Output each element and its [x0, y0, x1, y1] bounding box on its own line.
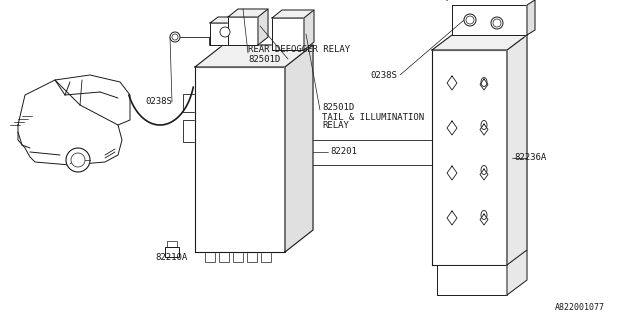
Circle shape	[493, 19, 501, 27]
Polygon shape	[228, 9, 268, 17]
Text: 0238S: 0238S	[145, 98, 172, 107]
Polygon shape	[195, 67, 285, 252]
Polygon shape	[507, 35, 527, 265]
Polygon shape	[228, 17, 258, 45]
Text: 82501D: 82501D	[248, 54, 280, 63]
Bar	[165, 247, 179, 257]
Polygon shape	[452, 5, 527, 35]
Polygon shape	[240, 17, 248, 45]
Text: 82210A: 82210A	[155, 252, 188, 261]
Bar	[203, 159, 231, 168]
Bar	[249, 45, 254, 50]
Polygon shape	[304, 10, 314, 50]
Bar	[219, 252, 229, 262]
Circle shape	[466, 16, 474, 24]
Bar	[247, 231, 275, 240]
Ellipse shape	[481, 211, 487, 220]
Bar	[183, 94, 195, 112]
Polygon shape	[285, 45, 313, 252]
Bar	[233, 45, 238, 50]
Polygon shape	[18, 75, 130, 165]
Bar	[241, 45, 246, 50]
Bar	[247, 252, 257, 262]
Bar	[203, 195, 231, 204]
Text: A822001077: A822001077	[555, 303, 605, 313]
Bar	[183, 120, 195, 142]
Bar	[233, 252, 243, 262]
Circle shape	[71, 153, 85, 167]
Circle shape	[220, 27, 230, 37]
Polygon shape	[432, 50, 507, 265]
Text: 82201: 82201	[330, 148, 357, 156]
Bar	[247, 171, 275, 180]
Ellipse shape	[481, 165, 487, 174]
Circle shape	[170, 32, 180, 42]
Ellipse shape	[481, 77, 487, 86]
Text: 82236A: 82236A	[514, 154, 547, 163]
Bar	[247, 183, 275, 192]
Bar	[285, 144, 293, 162]
Polygon shape	[437, 265, 507, 295]
Circle shape	[464, 14, 476, 26]
Polygon shape	[272, 10, 314, 18]
Bar	[205, 252, 215, 262]
Text: 82501D: 82501D	[322, 102, 355, 111]
Circle shape	[172, 34, 178, 40]
Bar	[247, 219, 275, 228]
Bar	[167, 241, 177, 247]
Bar	[203, 231, 231, 240]
Text: REAR DEFOGGER RELAY: REAR DEFOGGER RELAY	[248, 45, 350, 54]
Polygon shape	[210, 23, 240, 45]
Bar	[203, 183, 231, 192]
Bar	[203, 171, 231, 180]
Bar	[247, 207, 275, 216]
Polygon shape	[432, 35, 527, 50]
Bar	[293, 50, 298, 55]
Text: TAIL & ILLUMINATION: TAIL & ILLUMINATION	[322, 113, 424, 122]
Polygon shape	[507, 250, 527, 295]
Circle shape	[66, 148, 90, 172]
Bar	[277, 50, 282, 55]
Polygon shape	[195, 45, 313, 67]
Bar	[247, 159, 275, 168]
Bar	[261, 252, 271, 262]
Text: RELAY: RELAY	[322, 122, 349, 131]
Polygon shape	[210, 17, 248, 23]
Polygon shape	[272, 18, 304, 50]
Ellipse shape	[481, 121, 487, 130]
Circle shape	[491, 17, 503, 29]
Bar	[247, 195, 275, 204]
Polygon shape	[527, 0, 535, 35]
Bar	[285, 174, 293, 192]
Text: 0238S: 0238S	[370, 70, 397, 79]
Bar	[285, 50, 290, 55]
Bar	[203, 219, 231, 228]
Bar	[203, 207, 231, 216]
Polygon shape	[258, 9, 268, 45]
